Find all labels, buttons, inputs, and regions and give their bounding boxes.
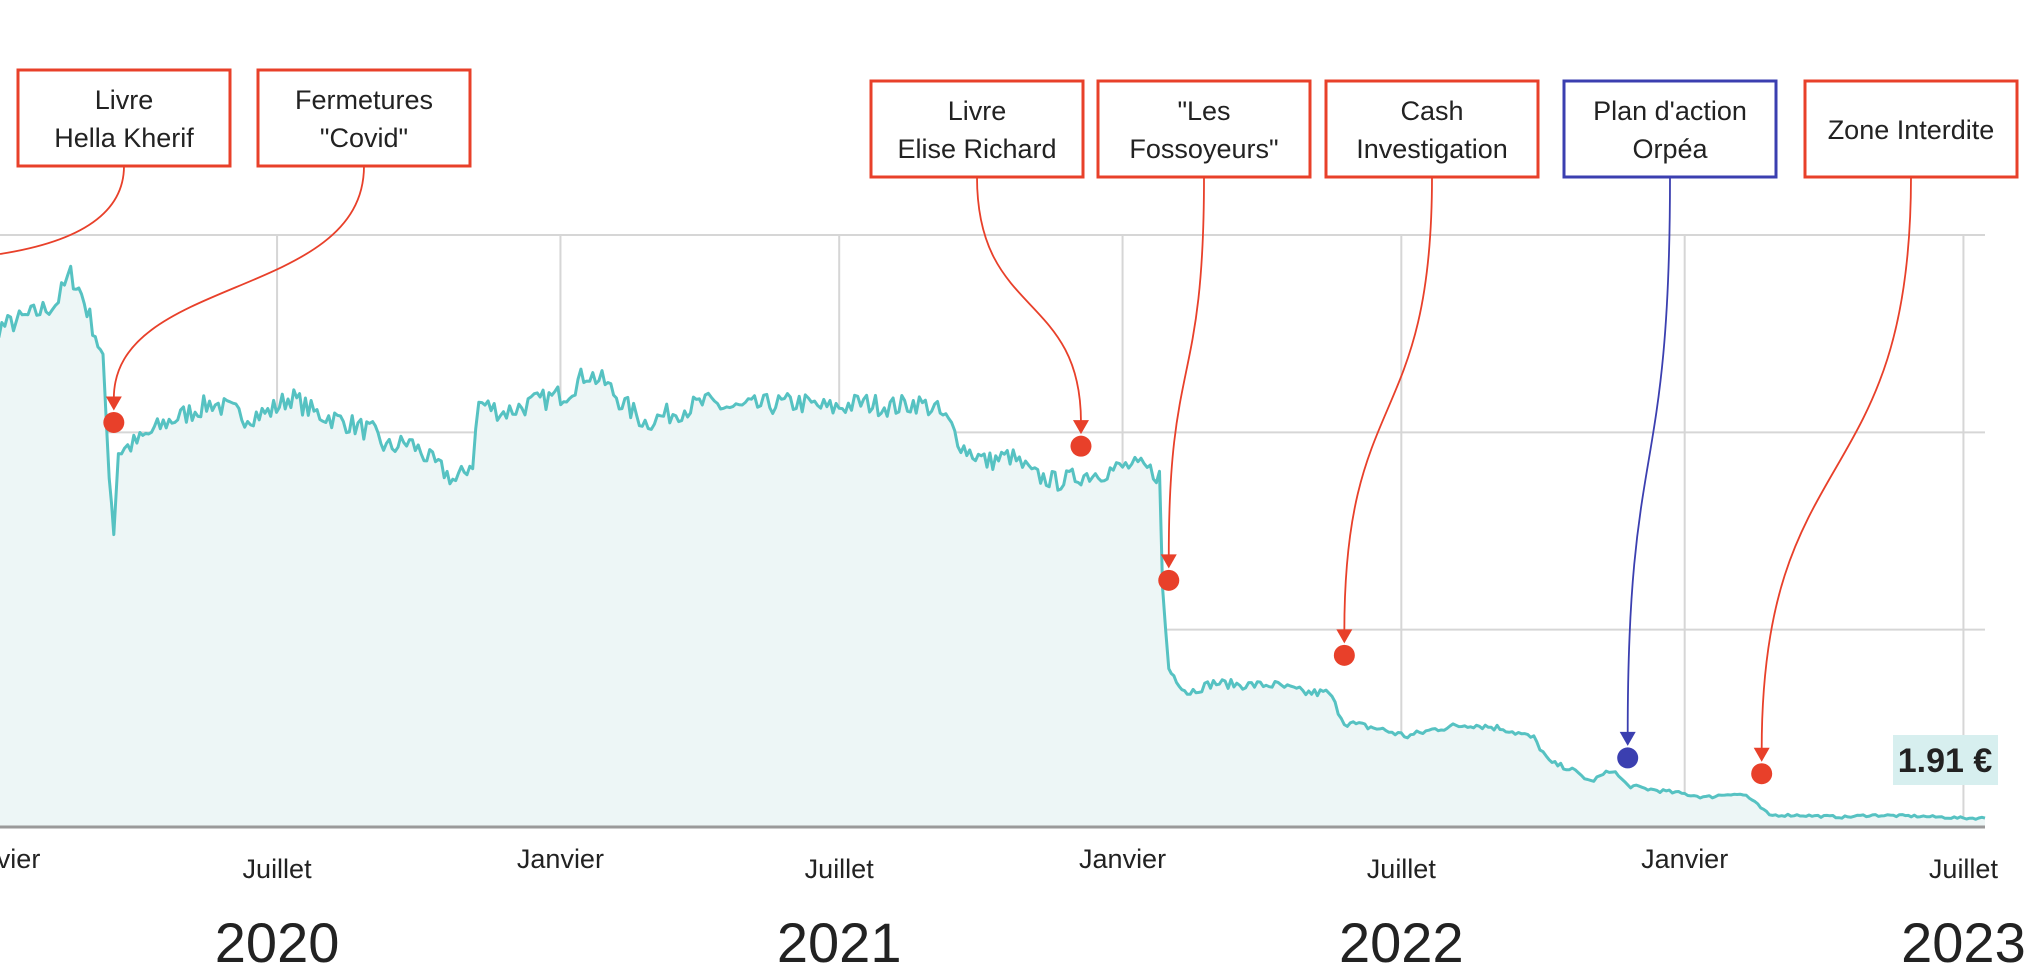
annotation-arrowhead xyxy=(1619,731,1636,746)
annotation-connector xyxy=(1626,176,1671,734)
event-marker xyxy=(1617,747,1639,769)
annotation-label: "Les xyxy=(1177,96,1230,126)
annotation-label: Investigation xyxy=(1356,134,1508,164)
annotation-label: Zone Interdite xyxy=(1828,115,1995,145)
annotation: Plan d'action Orpéa xyxy=(1562,79,1778,769)
annotation: Fermetures "Covid" xyxy=(103,68,472,433)
annotation-connector xyxy=(112,165,365,399)
year-labels: 2020 2021 2022 2023 xyxy=(215,911,2026,972)
annotation-box xyxy=(256,68,472,168)
annotation-arrowhead xyxy=(1072,420,1089,435)
annotation-connector xyxy=(1167,176,1205,557)
annotation-label: Fossoyeurs" xyxy=(1129,134,1278,164)
annotation-connector xyxy=(976,176,1082,423)
last-value-badge-background xyxy=(1893,735,1998,785)
annotation-label: Livre xyxy=(948,96,1007,126)
annotation-label: Livre xyxy=(95,85,154,115)
x-axis-ticks: Janvier Juillet Janvier Juillet Janvier Juill… xyxy=(0,844,1998,884)
last-value-badge: 1.91 € xyxy=(1893,735,1998,785)
event-marker xyxy=(1070,435,1092,457)
annotation-box xyxy=(869,79,1085,179)
annotation-box xyxy=(1562,79,1778,179)
x-tick-label: Janvier xyxy=(1641,844,1728,874)
last-value-label: 1.91 € xyxy=(1898,742,1993,780)
annotation-connector xyxy=(1760,176,1912,750)
price-line xyxy=(0,264,1986,821)
year-label: 2020 xyxy=(215,911,340,972)
annotation-box xyxy=(16,68,232,168)
annotation-label: Hella Kherif xyxy=(54,123,194,153)
annotation-label: Orpéa xyxy=(1632,134,1708,164)
year-label: 2022 xyxy=(1339,911,1464,972)
annotation-connector xyxy=(0,165,125,255)
event-marker xyxy=(1751,763,1773,785)
annotation: Cash Investigation xyxy=(1324,79,1540,666)
x-tick-label: Janvier xyxy=(1079,844,1166,874)
annotation: Livre Elise Richard xyxy=(869,79,1092,457)
annotation-label: Cash xyxy=(1400,96,1463,126)
annotation: Livre Hella Kherif xyxy=(0,68,232,255)
annotation-box xyxy=(1803,79,2019,179)
annotation-label: Fermetures xyxy=(295,85,433,115)
annotation-label: Plan d'action xyxy=(1593,96,1747,126)
annotation: Zone Interdite xyxy=(1751,79,2019,785)
year-label: 2021 xyxy=(777,911,902,972)
annotation-arrowhead xyxy=(1336,629,1353,644)
annotation: "Les Fossoyeurs" xyxy=(1096,79,1312,591)
x-tick-label: Janvier xyxy=(517,844,604,874)
annotation-arrowhead xyxy=(1160,554,1177,569)
year-label: 2023 xyxy=(1901,911,2026,972)
annotation-arrowhead xyxy=(105,396,122,411)
annotation-connector xyxy=(1343,176,1433,632)
x-tick-label: Juillet xyxy=(805,854,875,884)
price-area-fill xyxy=(0,266,1985,827)
event-marker xyxy=(1158,569,1180,591)
annotation-box xyxy=(1324,79,1540,179)
event-marker xyxy=(103,411,125,433)
annotation-label: Elise Richard xyxy=(897,134,1056,164)
event-marker xyxy=(1333,644,1355,666)
x-tick-label: Juillet xyxy=(1367,854,1437,884)
annotation-arrowhead xyxy=(1753,747,1770,762)
annotation-label: "Covid" xyxy=(320,123,408,153)
event-annotations: Livre Hella Kherif Fermetures "Covid" Livre E… xyxy=(0,68,2019,785)
x-tick-label: Juillet xyxy=(243,854,313,884)
annotation-box xyxy=(1096,79,1312,179)
x-tick-label: Juillet xyxy=(1929,854,1999,884)
x-tick-label: Janvier xyxy=(0,844,40,874)
